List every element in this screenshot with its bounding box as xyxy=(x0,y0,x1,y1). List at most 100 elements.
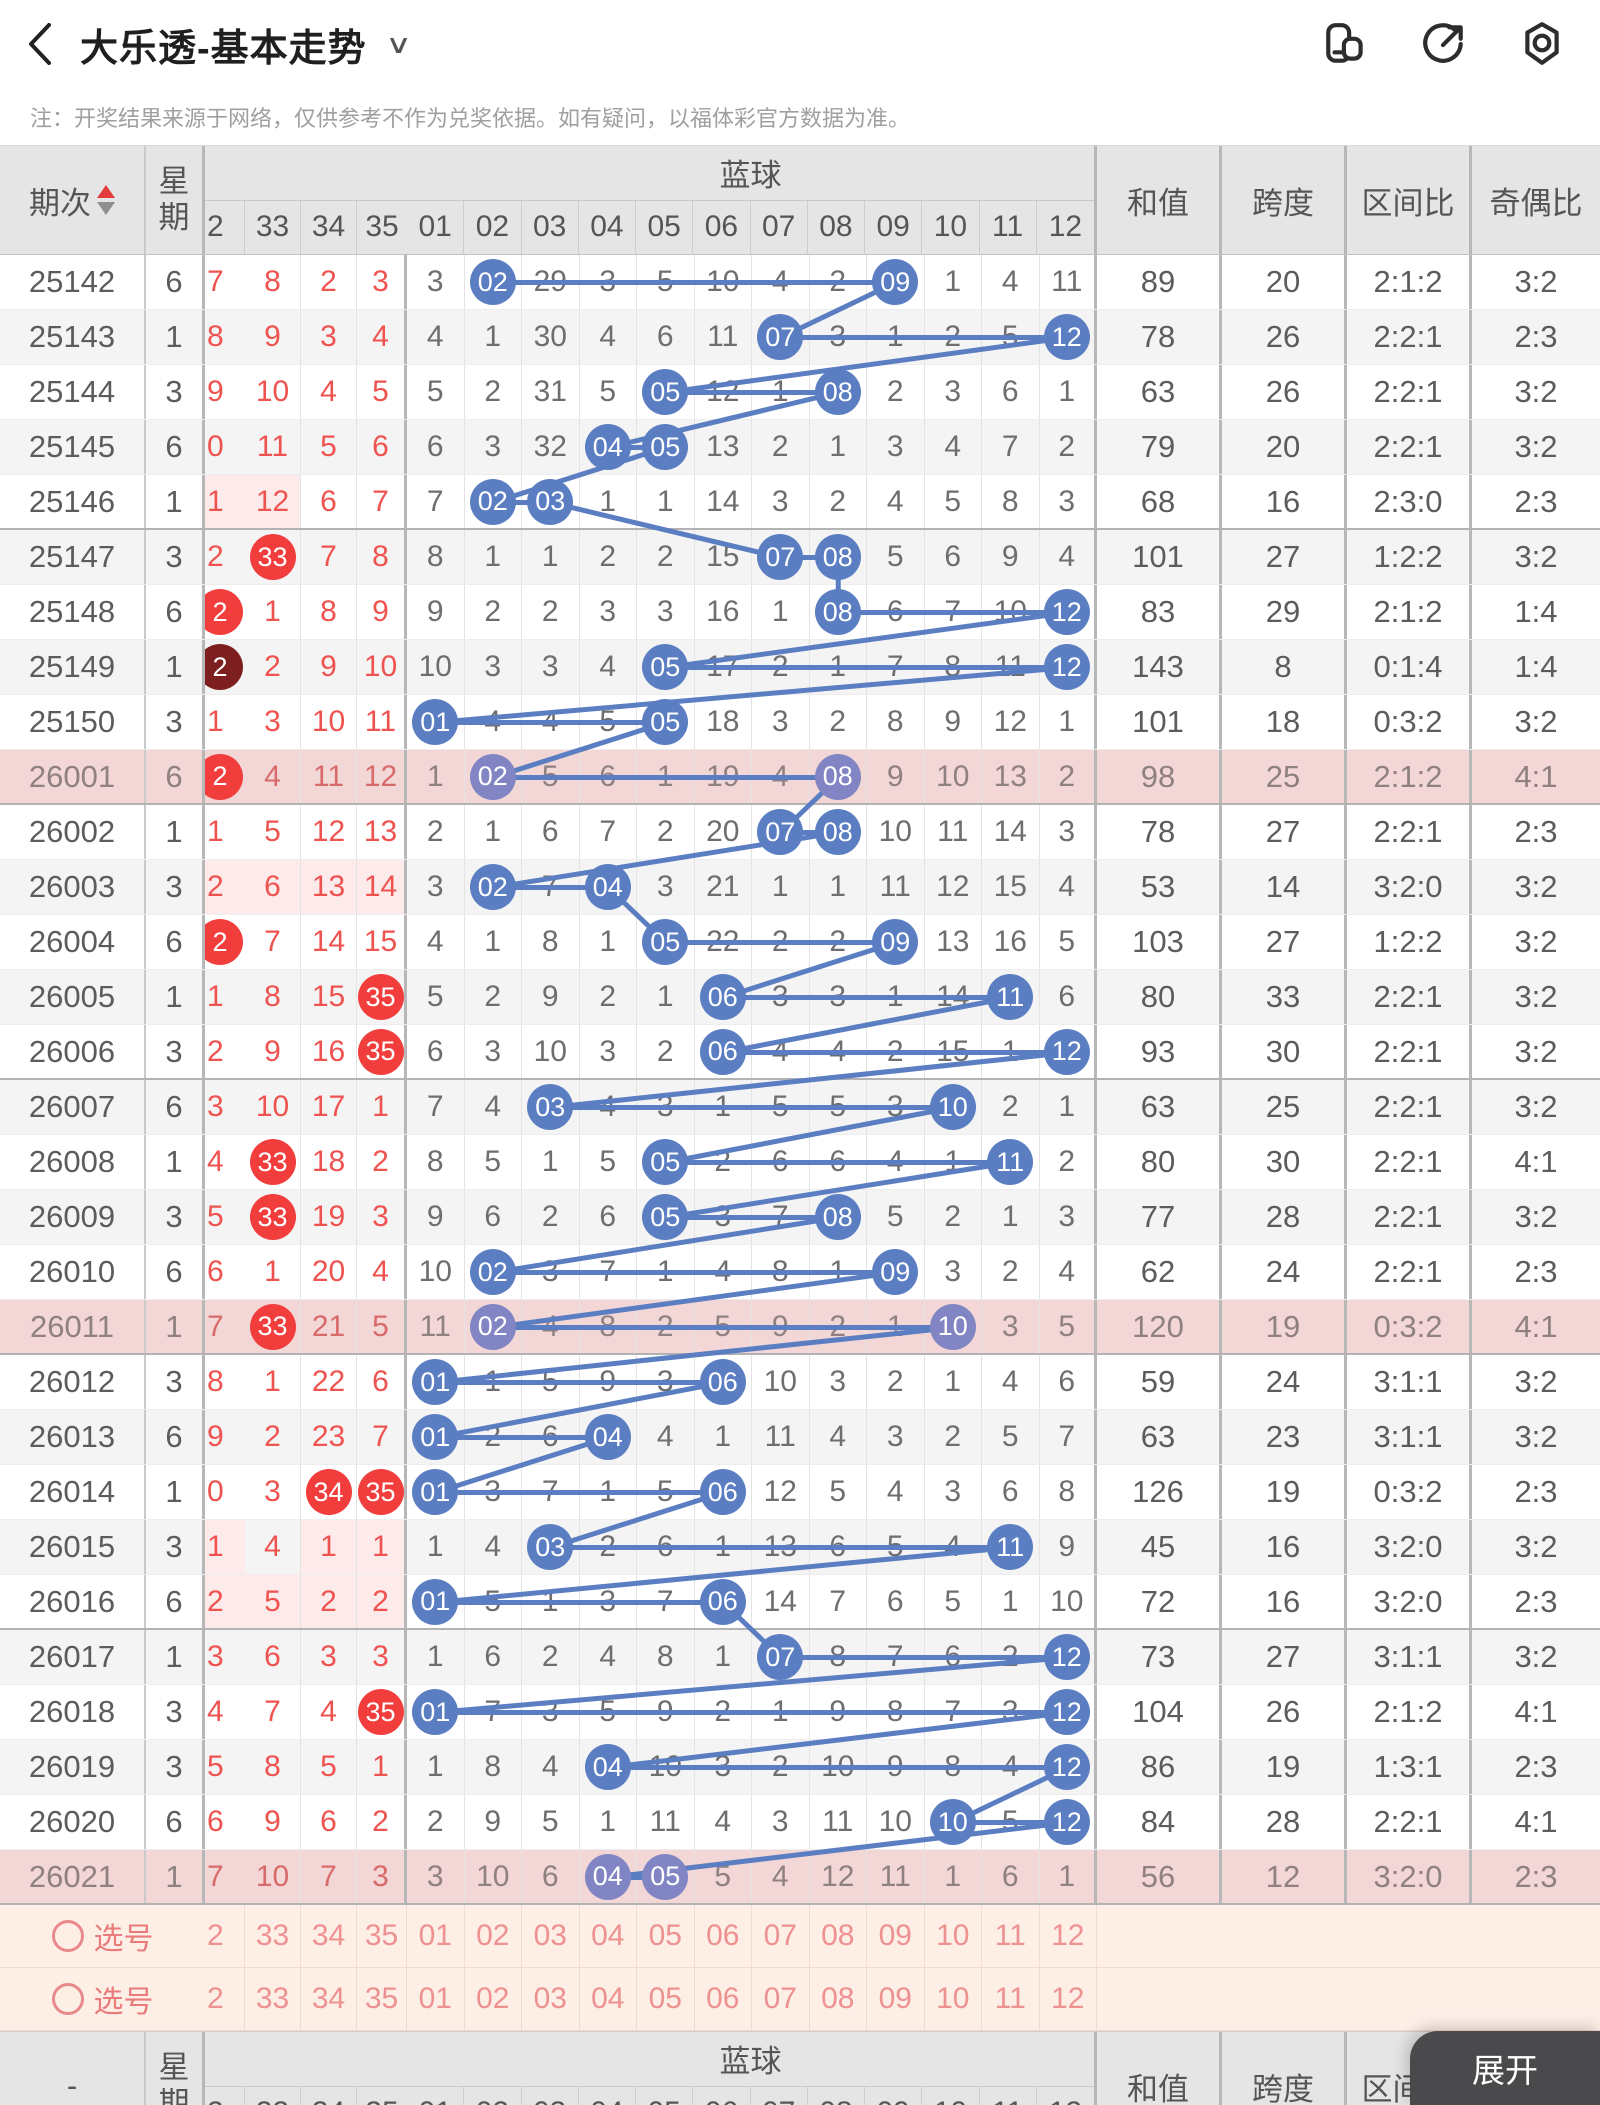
pick-blue-number[interactable]: 10 xyxy=(925,1968,982,2030)
red-miss-cell: 3 xyxy=(357,1850,407,1903)
blue-miss-value: 2 xyxy=(1058,1145,1076,1178)
red-miss-value: 16 xyxy=(311,1034,346,1068)
sum-cell: 103 xyxy=(1097,915,1222,969)
table-row: 26003 3 2 6 13 14 3 02 7 04 3 21 1 1 11 12 15 4 53 14 3:2:0 3… xyxy=(0,860,1600,915)
pick-red-number[interactable]: 33 xyxy=(245,1905,301,1967)
pick-blue-number[interactable]: 11 xyxy=(982,1905,1040,1967)
blue-miss-value: 4 xyxy=(1001,1365,1019,1398)
pick-blue-number[interactable]: 08 xyxy=(810,1968,867,2030)
pick-red-number[interactable]: 35 xyxy=(357,1905,407,1967)
blue-ball-circle: 11 xyxy=(987,1524,1034,1570)
zone-ratio-value: 2:1:2 xyxy=(1373,264,1443,299)
red-miss-cell: 4 xyxy=(245,1520,301,1574)
pick-blue-number[interactable]: 05 xyxy=(637,1968,695,2030)
week-cell: 1 xyxy=(146,1300,205,1353)
pick-blue-number[interactable]: 02 xyxy=(465,1905,522,1967)
pick-blue-number[interactable]: 12 xyxy=(1040,1905,1097,1967)
blue-col-header: 04 xyxy=(579,200,636,254)
page-title: 大乐透-基本走势 xyxy=(80,27,367,70)
blue-miss-value: 2 xyxy=(771,650,789,683)
blue-miss-cell: 2 xyxy=(867,365,925,419)
blue-miss-value: 10 xyxy=(821,1750,855,1783)
pick-blue-number[interactable]: 03 xyxy=(522,1968,580,2030)
pick-blue-number[interactable]: 07 xyxy=(752,1968,810,2030)
pick-blue-number[interactable]: 01 xyxy=(407,1905,465,1967)
table-row: 26006 3 2 9 16 35 6 3 10 3 2 06 4 4 2 15 1 12 93 30 2:2:1 3:2 xyxy=(0,1025,1600,1080)
red-miss-cell: 12 xyxy=(357,750,407,803)
red-miss-cell: 8 xyxy=(245,1740,301,1794)
blue-miss-cell: 1 xyxy=(522,530,580,584)
pick-red-number[interactable]: 33 xyxy=(245,1968,301,2030)
week-value: 1 xyxy=(165,319,183,354)
blue-miss-value: 4 xyxy=(656,1420,674,1453)
parity-ratio-value: 1:4 xyxy=(1514,649,1558,684)
pick-red-number[interactable]: 34 xyxy=(301,1968,357,2030)
red-col-header: 2 xyxy=(205,2086,245,2105)
blue-miss-value: 5 xyxy=(886,1530,904,1563)
blue-miss-value: 5 xyxy=(599,705,617,738)
pick-blue-number[interactable]: 05 xyxy=(637,1905,695,1967)
blue-miss-value: 2 xyxy=(541,1640,559,1673)
red-miss-value: 3 xyxy=(207,1640,224,1673)
blue-miss-cell: 4 xyxy=(695,1245,752,1299)
red-miss-value: 7 xyxy=(207,1859,224,1893)
parity-ratio-cell: 3:2 xyxy=(1472,1080,1600,1134)
blue-miss-cell: 11 xyxy=(982,970,1040,1024)
red-miss-value: 11 xyxy=(256,430,289,463)
floating-window-icon[interactable] xyxy=(1322,20,1370,68)
pick-blue-number[interactable]: 04 xyxy=(580,1905,637,1967)
pick-blue-number[interactable]: 08 xyxy=(810,1905,867,1967)
period-header[interactable]: 期次 xyxy=(0,146,146,254)
settings-icon[interactable] xyxy=(1518,20,1566,68)
blue-miss-cell: 1 xyxy=(637,750,695,803)
blue-miss-value: 14 xyxy=(993,815,1027,848)
blue-ball-circle: 04 xyxy=(584,1414,631,1460)
pick-blue-number[interactable]: 12 xyxy=(1040,1968,1097,2030)
week-cell: 3 xyxy=(146,860,205,914)
pick-red-number[interactable]: 34 xyxy=(301,1905,357,1967)
blue-miss-cell: 4 xyxy=(580,1630,637,1684)
blue-miss-value: 2 xyxy=(541,595,559,628)
parity-ratio-cell: 3:2 xyxy=(1472,530,1600,584)
span-cell: 16 xyxy=(1222,1575,1347,1628)
blue-miss-cell: 05 xyxy=(637,695,695,749)
pick-red-number[interactable]: 2 xyxy=(205,1905,245,1967)
pick-blue-number[interactable]: 09 xyxy=(867,1968,925,2030)
blue-miss-cell: 1 xyxy=(695,1520,752,1574)
blue-miss-value: 3 xyxy=(599,265,617,298)
blue-ball-circle: 07 xyxy=(757,809,804,855)
pick-blue-number[interactable]: 01 xyxy=(407,1968,465,2030)
blue-miss-value: 7 xyxy=(599,815,617,848)
red-miss-cell: 34 xyxy=(301,1465,357,1519)
expand-button[interactable]: 展开 xyxy=(1410,2031,1600,2105)
pick-red-number[interactable]: 2 xyxy=(205,1968,245,2030)
pick-selector[interactable]: 选号 xyxy=(0,1968,205,2030)
pick-blue-number[interactable]: 11 xyxy=(982,1968,1040,2030)
pick-blue-number[interactable]: 10 xyxy=(925,1905,982,1967)
chevron-down-icon[interactable]: ∨ xyxy=(384,28,412,59)
share-icon[interactable] xyxy=(1420,20,1468,68)
blue-miss-cell: 10 xyxy=(925,1080,982,1134)
pick-blue-number[interactable]: 06 xyxy=(695,1905,752,1967)
pick-blue-number[interactable]: 07 xyxy=(752,1905,810,1967)
pick-blue-number[interactable]: 09 xyxy=(867,1905,925,1967)
blue-miss-value: 11 xyxy=(419,1309,451,1343)
pick-blue-number[interactable]: 02 xyxy=(465,1968,522,2030)
period-value: 25143 xyxy=(28,319,116,354)
pick-blue-number[interactable]: 03 xyxy=(522,1905,580,1967)
blue-miss-value: 1 xyxy=(656,980,674,1013)
period-cell: 26021 xyxy=(0,1850,146,1903)
pick-red-number[interactable]: 35 xyxy=(357,1968,407,2030)
week-value: 1 xyxy=(165,979,183,1014)
back-button[interactable] xyxy=(0,0,80,88)
red-miss-value: 6 xyxy=(207,1255,224,1288)
red-miss-value: 12 xyxy=(363,759,398,793)
blue-miss-cell: 4 xyxy=(810,1410,867,1464)
pick-selector[interactable]: 选号 xyxy=(0,1905,205,1967)
pick-blue-number[interactable]: 06 xyxy=(695,1968,752,2030)
red-miss-cell: 6 xyxy=(245,860,301,914)
blue-miss-cell: 32 xyxy=(522,420,580,474)
pick-blue-number[interactable]: 04 xyxy=(580,1968,637,2030)
blue-miss-value: 4 xyxy=(484,705,502,738)
sum-value: 78 xyxy=(1140,319,1176,354)
